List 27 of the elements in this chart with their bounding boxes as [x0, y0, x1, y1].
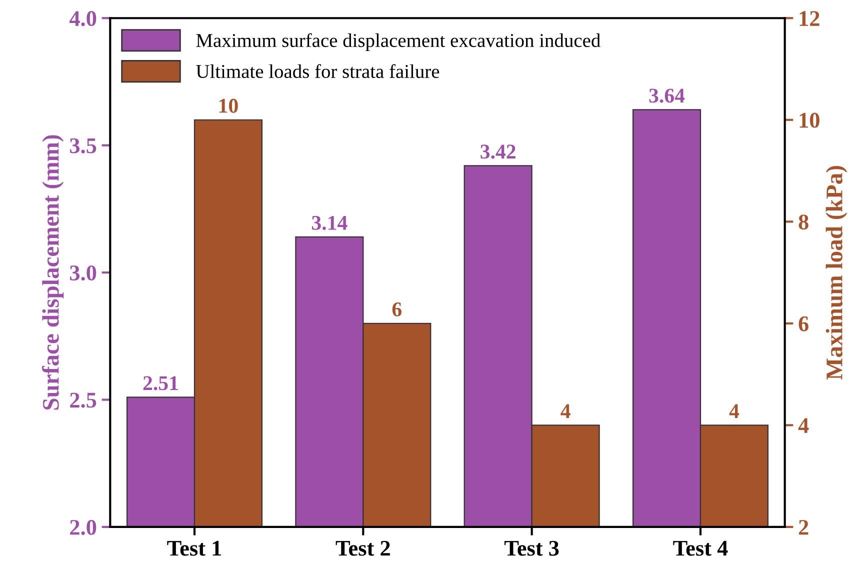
y-tick-label: 3.5: [70, 138, 96, 154]
y2-axis-title: Maximum load (kPa): [826, 166, 848, 380]
data-label: 4: [729, 404, 740, 418]
y2-tick-label: 8: [798, 214, 808, 230]
y-tick-label: 4.0: [70, 11, 96, 26]
legend-label: Maximum surface displacement excavation induced: [196, 33, 600, 52]
y2-tick-label: 4: [798, 418, 809, 433]
y-axis-title: Surface displacement (mm): [42, 135, 64, 410]
y2-tick-label: 6: [798, 316, 808, 332]
data-label: 10: [219, 98, 238, 113]
y2-tick-label: 10: [800, 112, 820, 128]
y2-tick-label: 2: [798, 520, 808, 535]
legend-label: Ultimate loads for strata failure: [196, 64, 440, 78]
data-label: 2.51: [143, 376, 178, 390]
x-tick-label: Test 1: [167, 540, 222, 556]
data-label: 3.42: [480, 144, 516, 159]
x-tick-label: Test 4: [673, 540, 728, 556]
y-tick-label: 2.0: [70, 520, 96, 535]
x-tick-label: Test 3: [504, 540, 559, 556]
x-tick-label: Test 2: [336, 540, 390, 556]
data-label: 6: [392, 302, 402, 316]
y-tick-label: 2.5: [70, 392, 96, 408]
y-tick-label: 3.0: [70, 265, 96, 281]
y2-tick-label: 12: [800, 11, 820, 26]
data-label: 3.64: [649, 88, 685, 103]
data-label: 4: [560, 404, 570, 418]
data-label: 3.14: [312, 216, 348, 230]
